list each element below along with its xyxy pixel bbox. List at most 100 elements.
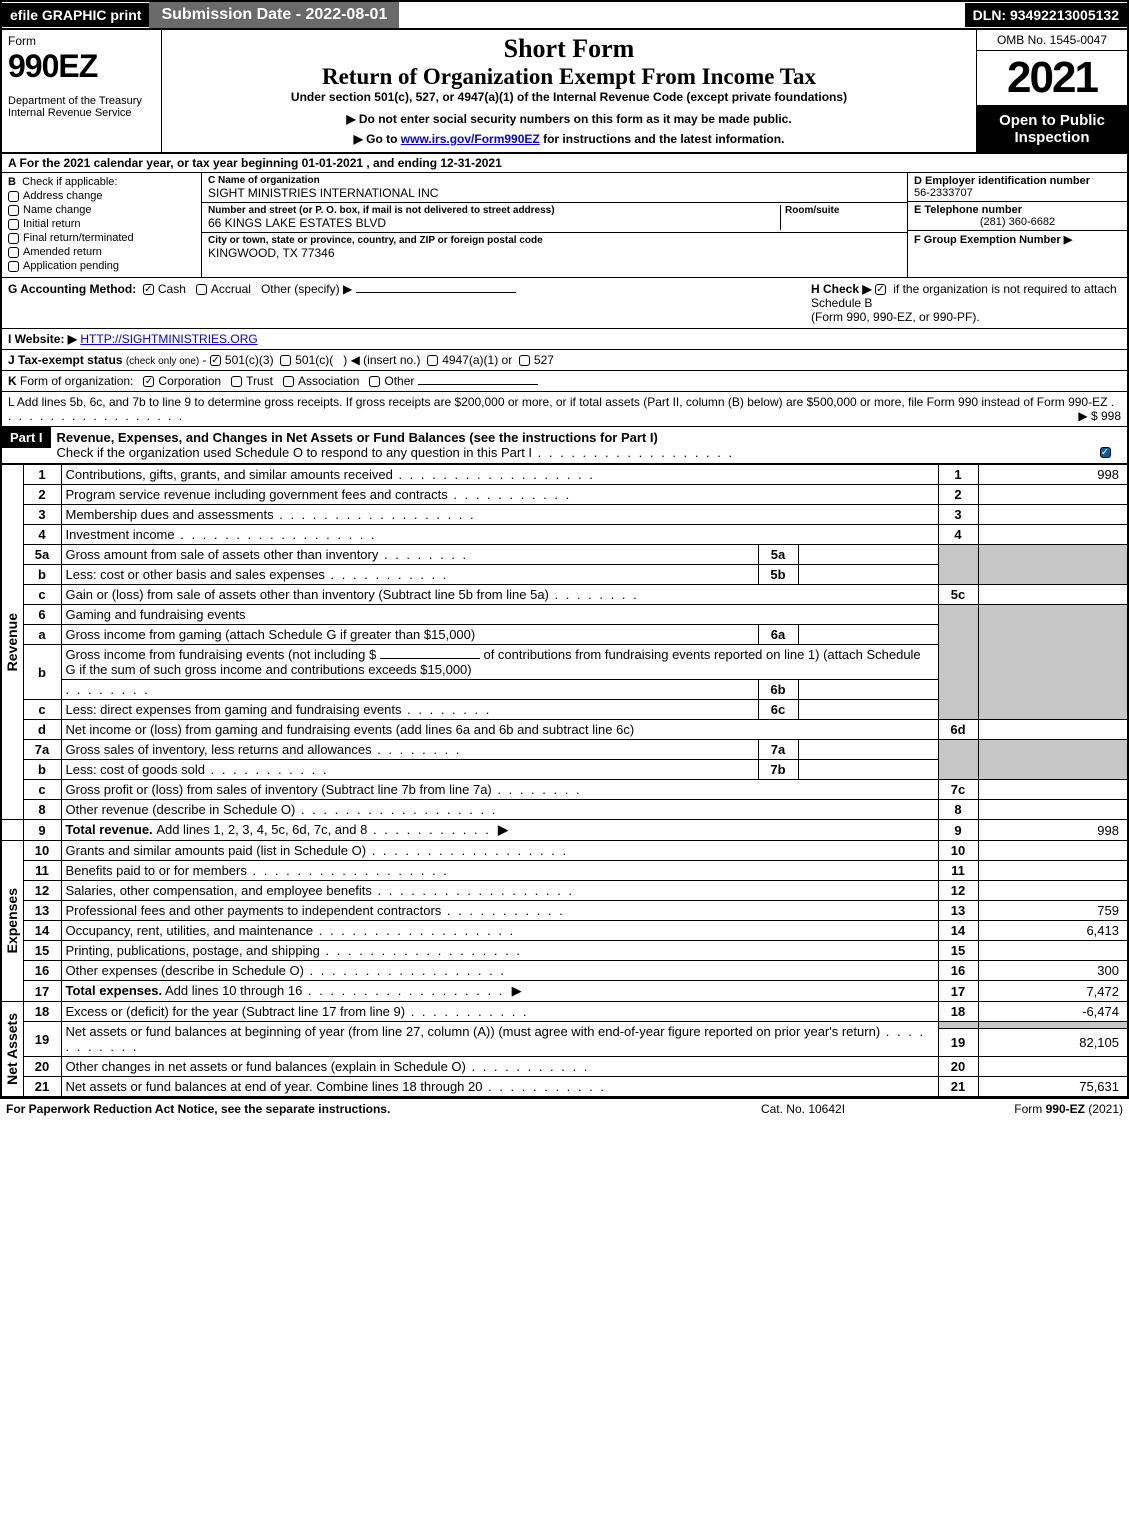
form-word: Form bbox=[8, 34, 155, 48]
g-accounting: G Accounting Method: ✓Cash Accrual Other… bbox=[8, 282, 811, 324]
d-label: D Employer identification number bbox=[914, 175, 1121, 187]
header-center: Short Form Return of Organization Exempt… bbox=[162, 30, 977, 152]
j-tax-exempt: J Tax-exempt status (check only one) - ✓… bbox=[0, 349, 1129, 370]
l-text: L Add lines 5b, 6c, and 7b to line 9 to … bbox=[8, 395, 1107, 409]
chk-final-return[interactable]: Final return/terminated bbox=[8, 232, 195, 244]
line-6d: dNet income or (loss) from gaming and fu… bbox=[1, 720, 1128, 740]
line-7a: 7aGross sales of inventory, less returns… bbox=[1, 740, 1128, 760]
page-footer: For Paperwork Reduction Act Notice, see … bbox=[0, 1098, 1129, 1119]
line-11: 11Benefits paid to or for members11 bbox=[1, 861, 1128, 881]
city-state-zip: KINGWOOD, TX 77346 bbox=[208, 246, 901, 260]
g-other[interactable]: Other (specify) ▶ bbox=[261, 282, 352, 296]
e-label: E Telephone number bbox=[914, 204, 1121, 216]
h-check: H Check ▶ ✓ if the organization is not r… bbox=[811, 282, 1121, 324]
chk-application-pending[interactable]: Application pending bbox=[8, 260, 195, 272]
section-b-block: B Check if applicable: Address change Na… bbox=[0, 173, 1129, 277]
g-label: G Accounting Method: bbox=[8, 282, 136, 296]
efile-print[interactable]: efile GRAPHIC print bbox=[2, 3, 149, 27]
i-label: I Website: ▶ bbox=[8, 332, 77, 346]
line-10: Expenses 10Grants and similar amounts pa… bbox=[1, 841, 1128, 861]
line-19a: 19Net assets or fund balances at beginni… bbox=[1, 1022, 1128, 1029]
ssn-warning: ▶ Do not enter social security numbers o… bbox=[168, 112, 970, 126]
org-name: SIGHT MINISTRIES INTERNATIONAL INC bbox=[208, 186, 901, 200]
line-14: 14Occupancy, rent, utilities, and mainte… bbox=[1, 921, 1128, 941]
g-accrual[interactable]: Accrual bbox=[211, 282, 251, 296]
footer-catno: Cat. No. 10642I bbox=[683, 1102, 923, 1116]
f-label: F Group Exemption Number ▶ bbox=[914, 233, 1121, 246]
under-section: Under section 501(c), 527, or 4947(a)(1)… bbox=[168, 90, 970, 104]
line-18: Net Assets 18Excess or (deficit) for the… bbox=[1, 1002, 1128, 1022]
line-6: 6Gaming and fundraising events bbox=[1, 605, 1128, 625]
b-right: D Employer identification number 56-2333… bbox=[907, 173, 1127, 277]
k-form-of-org: K Form of organization: ✓Corporation Tru… bbox=[0, 370, 1129, 391]
g-h-row: G Accounting Method: ✓Cash Accrual Other… bbox=[0, 277, 1129, 328]
footer-right: Form 990-EZ (2021) bbox=[923, 1102, 1123, 1116]
website-link[interactable]: HTTP://SIGHTMINISTRIES.ORG bbox=[80, 332, 257, 346]
i-website-row: I Website: ▶ HTTP://SIGHTMINISTRIES.ORG bbox=[0, 328, 1129, 349]
main-table: Revenue 1Contributions, gifts, grants, a… bbox=[0, 464, 1129, 1098]
line-8: 8Other revenue (describe in Schedule O)8 bbox=[1, 800, 1128, 820]
h-pre: H Check ▶ bbox=[811, 282, 875, 296]
chk-address-change[interactable]: Address change bbox=[8, 190, 195, 202]
city-label: City or town, state or province, country… bbox=[208, 235, 901, 246]
line-12: 12Salaries, other compensation, and empl… bbox=[1, 881, 1128, 901]
tax-year: 2021 bbox=[977, 51, 1127, 106]
form-header: Form 990EZ Department of the Treasury In… bbox=[0, 30, 1129, 154]
room-label: Room/suite bbox=[785, 205, 901, 216]
line-4: 4Investment income4 bbox=[1, 525, 1128, 545]
l-gross-receipts: L Add lines 5b, 6c, and 7b to line 9 to … bbox=[0, 391, 1129, 427]
b-checkboxes: B Check if applicable: Address change Na… bbox=[2, 173, 202, 277]
netassets-side-label: Net Assets bbox=[4, 1013, 20, 1085]
part1-desc-text: Revenue, Expenses, and Changes in Net As… bbox=[57, 430, 658, 445]
telephone: (281) 360-6682 bbox=[914, 216, 1121, 228]
h-post: (Form 990, 990-EZ, or 990-PF). bbox=[811, 310, 980, 324]
topbar: efile GRAPHIC print Submission Date - 20… bbox=[0, 0, 1129, 30]
line-21: 21Net assets or fund balances at end of … bbox=[1, 1077, 1128, 1098]
goto-pre: ▶ Go to bbox=[354, 132, 401, 146]
omb-number: OMB No. 1545-0047 bbox=[977, 30, 1127, 51]
chk-name-change[interactable]: Name change bbox=[8, 204, 195, 216]
expenses-side-label: Expenses bbox=[4, 888, 20, 953]
line-15: 15Printing, publications, postage, and s… bbox=[1, 941, 1128, 961]
b-letter: B bbox=[8, 176, 16, 188]
chk-amended-return[interactable]: Amended return bbox=[8, 246, 195, 258]
part1-checkbox[interactable]: ✓ bbox=[1087, 427, 1127, 459]
irs-link[interactable]: www.irs.gov/Form990EZ bbox=[401, 132, 540, 146]
goto-post: for instructions and the latest informat… bbox=[540, 132, 785, 146]
b-head: Check if applicable: bbox=[22, 176, 117, 188]
line-5c: cGain or (loss) from sale of assets othe… bbox=[1, 585, 1128, 605]
goto-link-row: ▶ Go to www.irs.gov/Form990EZ for instru… bbox=[168, 132, 970, 146]
part1-label: Part I bbox=[2, 427, 51, 448]
revenue-side-label: Revenue bbox=[4, 613, 20, 671]
part1-header: Part I Revenue, Expenses, and Changes in… bbox=[0, 427, 1129, 464]
header-left: Form 990EZ Department of the Treasury In… bbox=[2, 30, 162, 152]
line-16: 16Other expenses (describe in Schedule O… bbox=[1, 961, 1128, 981]
addr-label: Number and street (or P. O. box, if mail… bbox=[208, 205, 776, 216]
line-13: 13Professional fees and other payments t… bbox=[1, 901, 1128, 921]
line-20: 20Other changes in net assets or fund ba… bbox=[1, 1057, 1128, 1077]
part1-sub: Check if the organization used Schedule … bbox=[57, 445, 533, 460]
line-1: Revenue 1Contributions, gifts, grants, a… bbox=[1, 465, 1128, 485]
line-7c: cGross profit or (loss) from sales of in… bbox=[1, 780, 1128, 800]
line-9: 9Total revenue. Add lines 1, 2, 3, 4, 5c… bbox=[1, 820, 1128, 841]
short-form-title: Short Form bbox=[168, 34, 970, 64]
footer-left: For Paperwork Reduction Act Notice, see … bbox=[6, 1102, 683, 1116]
dept-treasury: Department of the Treasury Internal Reve… bbox=[8, 95, 155, 119]
submission-date: Submission Date - 2022-08-01 bbox=[149, 2, 399, 28]
c-label: C Name of organization bbox=[208, 175, 901, 186]
form-number: 990EZ bbox=[8, 48, 155, 85]
line-3: 3Membership dues and assessments3 bbox=[1, 505, 1128, 525]
line-2: 2Program service revenue including gover… bbox=[1, 485, 1128, 505]
b-center: C Name of organization SIGHT MINISTRIES … bbox=[202, 173, 907, 277]
dln: DLN: 93492213005132 bbox=[965, 3, 1127, 27]
part1-desc: Revenue, Expenses, and Changes in Net As… bbox=[51, 427, 1087, 463]
open-to-public: Open to Public Inspection bbox=[977, 106, 1127, 152]
row-a-calendar-year: A For the 2021 calendar year, or tax yea… bbox=[0, 154, 1129, 173]
main-title: Return of Organization Exempt From Incom… bbox=[168, 64, 970, 90]
ein: 56-2333707 bbox=[914, 187, 1121, 199]
line-17: 17Total expenses. Add lines 10 through 1… bbox=[1, 981, 1128, 1002]
l-amount: ▶ $ 998 bbox=[1078, 409, 1121, 423]
chk-initial-return[interactable]: Initial return bbox=[8, 218, 195, 230]
header-right: OMB No. 1545-0047 2021 Open to Public In… bbox=[977, 30, 1127, 152]
g-cash[interactable]: Cash bbox=[158, 282, 186, 296]
